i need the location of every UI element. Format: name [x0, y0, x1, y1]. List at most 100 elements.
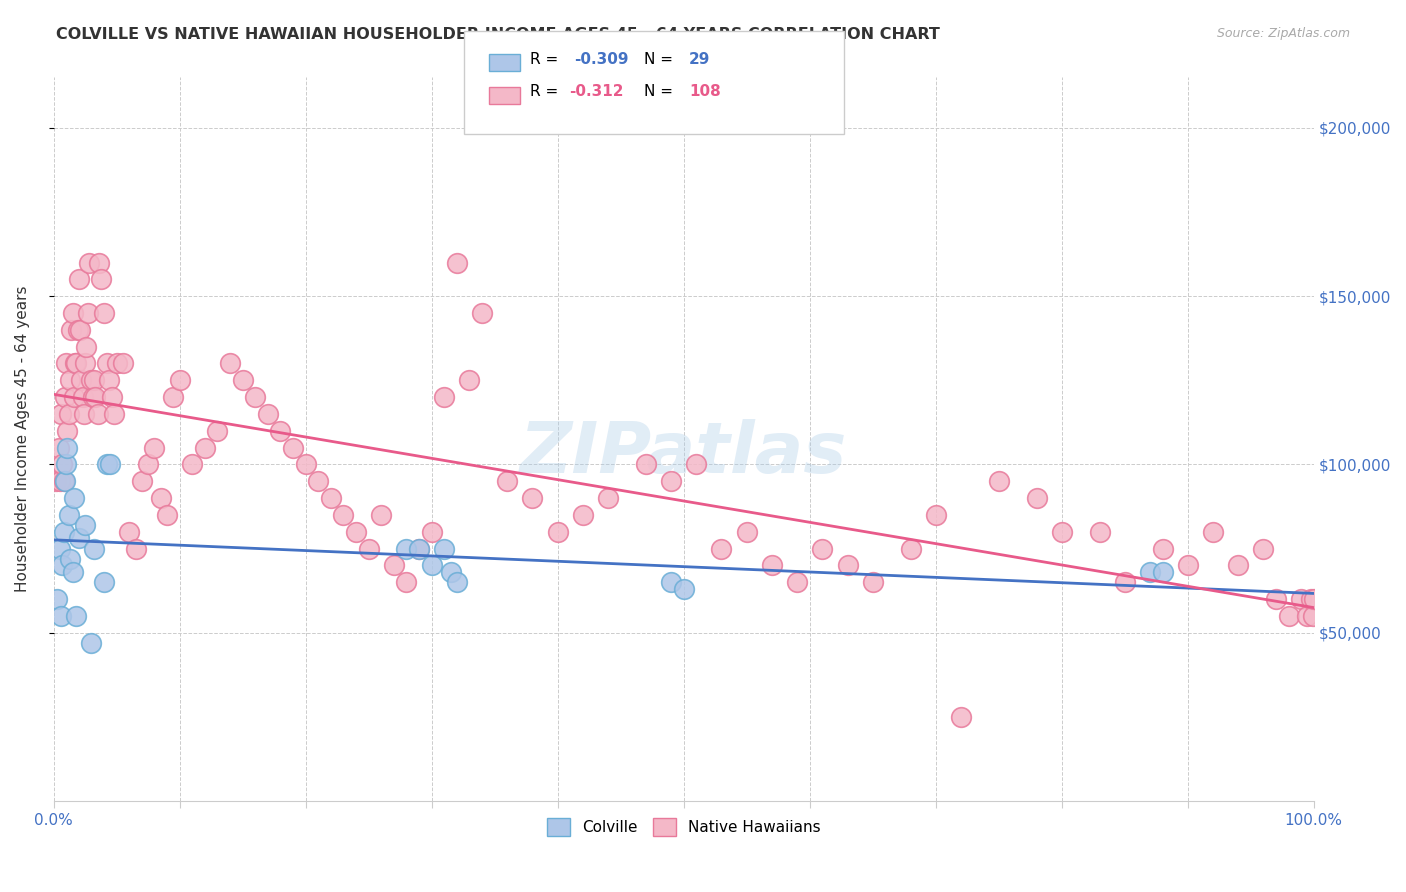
Point: [332, 508, 354, 522]
Point: [547, 524, 569, 539]
Point: [83, 541, 105, 556]
Y-axis label: Householder Income Ages 45 - 64 years: Householder Income Ages 45 - 64 years: [15, 286, 30, 592]
Point: [572, 508, 595, 522]
Point: [761, 558, 783, 573]
Point: [458, 373, 481, 387]
Point: [51, 458, 73, 472]
Point: [1152, 541, 1174, 556]
Point: [96, 356, 118, 370]
Point: [93, 575, 115, 590]
Point: [62, 565, 84, 579]
Point: [67, 532, 90, 546]
Point: [105, 356, 128, 370]
Text: R =: R =: [530, 53, 564, 67]
Point: [136, 458, 159, 472]
Point: [162, 390, 184, 404]
Point: [118, 524, 141, 539]
Point: [659, 474, 682, 488]
Text: 108: 108: [689, 85, 721, 99]
Point: [62, 390, 84, 404]
Point: [58, 407, 80, 421]
Point: [60, 323, 83, 337]
Point: [408, 541, 430, 556]
Point: [1202, 524, 1225, 539]
Point: [269, 424, 291, 438]
Point: [446, 575, 468, 590]
Point: [76, 306, 98, 320]
Point: [46, 592, 69, 607]
Point: [395, 541, 418, 556]
Point: [925, 508, 948, 522]
Point: [52, 524, 75, 539]
Point: [55, 356, 77, 370]
Point: [439, 565, 461, 579]
Point: [659, 575, 682, 590]
Point: [51, 558, 73, 573]
Point: [408, 541, 430, 556]
Point: [1289, 592, 1312, 607]
Point: [100, 390, 122, 404]
Point: [51, 407, 73, 421]
Point: [446, 255, 468, 269]
Point: [433, 541, 456, 556]
Point: [53, 390, 76, 404]
Point: [496, 474, 519, 488]
Point: [433, 390, 456, 404]
Point: [1025, 491, 1047, 505]
Point: [75, 356, 97, 370]
Point: [90, 272, 112, 286]
Point: [65, 356, 87, 370]
Point: [111, 356, 134, 370]
Point: [1152, 565, 1174, 579]
Point: [471, 306, 494, 320]
Point: [245, 390, 267, 404]
Point: [281, 441, 304, 455]
Point: [811, 541, 834, 556]
Point: [62, 306, 84, 320]
Point: [72, 390, 94, 404]
Point: [131, 474, 153, 488]
Text: N =: N =: [644, 85, 678, 99]
Point: [370, 508, 392, 522]
Point: [77, 255, 100, 269]
Point: [420, 524, 443, 539]
Point: [987, 474, 1010, 488]
Point: [103, 407, 125, 421]
Point: [395, 575, 418, 590]
Point: [672, 582, 695, 596]
Point: [256, 407, 278, 421]
Point: [1253, 541, 1275, 556]
Point: [83, 373, 105, 387]
Point: [84, 390, 107, 404]
Point: [232, 373, 254, 387]
Point: [98, 373, 121, 387]
Point: [181, 458, 204, 472]
Point: [1088, 524, 1111, 539]
Text: -0.309: -0.309: [574, 53, 628, 67]
Point: [143, 441, 166, 455]
Point: [156, 508, 179, 522]
Point: [56, 441, 79, 455]
Text: 29: 29: [689, 53, 710, 67]
Point: [69, 323, 91, 337]
Point: [80, 636, 103, 650]
Point: [900, 541, 922, 556]
Text: R =: R =: [530, 85, 564, 99]
Point: [52, 474, 75, 488]
Point: [67, 272, 90, 286]
Point: [1301, 592, 1323, 607]
Point: [65, 608, 87, 623]
Point: [59, 551, 82, 566]
Point: [420, 558, 443, 573]
Point: [82, 390, 104, 404]
Point: [735, 524, 758, 539]
Point: [219, 356, 242, 370]
Point: [596, 491, 619, 505]
Point: [49, 474, 72, 488]
Legend: Colville, Native Hawaiians: Colville, Native Hawaiians: [540, 810, 828, 844]
Point: [86, 407, 108, 421]
Point: [1177, 558, 1199, 573]
Text: N =: N =: [644, 53, 678, 67]
Point: [59, 373, 82, 387]
Point: [62, 491, 84, 505]
